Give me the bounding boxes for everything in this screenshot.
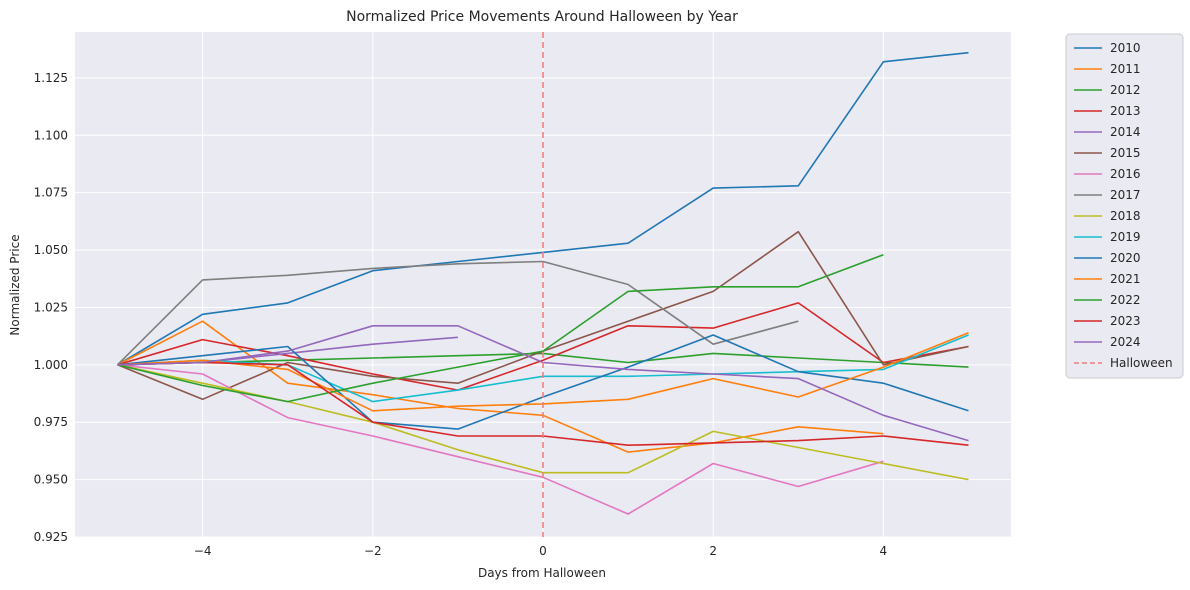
y-axis-label: Normalized Price: [8, 234, 22, 335]
legend-entry-2016: 2016: [1110, 167, 1141, 181]
x-tick-label: 0: [539, 544, 547, 558]
y-tick-label: 0.925: [34, 530, 68, 544]
series-line-2017: [116, 260, 799, 366]
y-tick-label: 0.950: [34, 473, 68, 487]
y-tick-label: 1.000: [34, 358, 68, 372]
legend: 2010 2011 2012 2013 2014 2015 2016 2017 2018 2019…: [1065, 33, 1184, 379]
y-tick-label: 1.100: [34, 128, 68, 142]
y-tick-label: 1.050: [34, 243, 68, 257]
x-tick-label: 2: [709, 544, 717, 558]
x-tick-label: −4: [194, 544, 212, 558]
x-tick-label: 4: [880, 544, 888, 558]
legend-entry-2018: 2018: [1110, 209, 1141, 223]
legend-entry-2022: 2022: [1110, 293, 1141, 307]
legend-entry-2017: 2017: [1110, 188, 1141, 202]
y-tick-label: 1.025: [34, 300, 68, 314]
legend-entry-2010: 2010: [1110, 41, 1141, 55]
legend-entry-2014: 2014: [1110, 125, 1141, 139]
x-axis-label: Days from Halloween: [478, 566, 606, 580]
legend-entry-2021: 2021: [1110, 272, 1141, 286]
series-line-2011: [117, 320, 884, 453]
legend-entry-2012: 2012: [1110, 83, 1141, 97]
tick-labels: −4 −2 0 2 4 0.925 0.950 0.975 1.000 1.025 1.050 1.0…: [34, 71, 888, 558]
legend-entry-2019: 2019: [1110, 230, 1141, 244]
series-line-2016: [117, 364, 884, 515]
legend-box: [1065, 33, 1184, 379]
series-line-2022: [117, 253, 884, 403]
legend-entry-2015: 2015: [1110, 146, 1141, 160]
legend-entry-2020: 2020: [1110, 251, 1141, 265]
chart-title: Normalized Price Movements Around Hallow…: [346, 9, 738, 25]
x-tick-label: −2: [364, 544, 382, 558]
y-tick-label: 1.075: [34, 186, 68, 200]
legend-entry-halloween: Halloween: [1110, 356, 1173, 370]
legend-entry-2013: 2013: [1110, 104, 1141, 118]
legend-entry-2024: 2024: [1110, 335, 1141, 349]
y-tick-label: 1.125: [34, 71, 68, 85]
legend-entry-2011: 2011: [1110, 62, 1141, 76]
y-tick-label: 0.975: [34, 415, 68, 429]
legend-entry-2023: 2023: [1110, 314, 1141, 328]
